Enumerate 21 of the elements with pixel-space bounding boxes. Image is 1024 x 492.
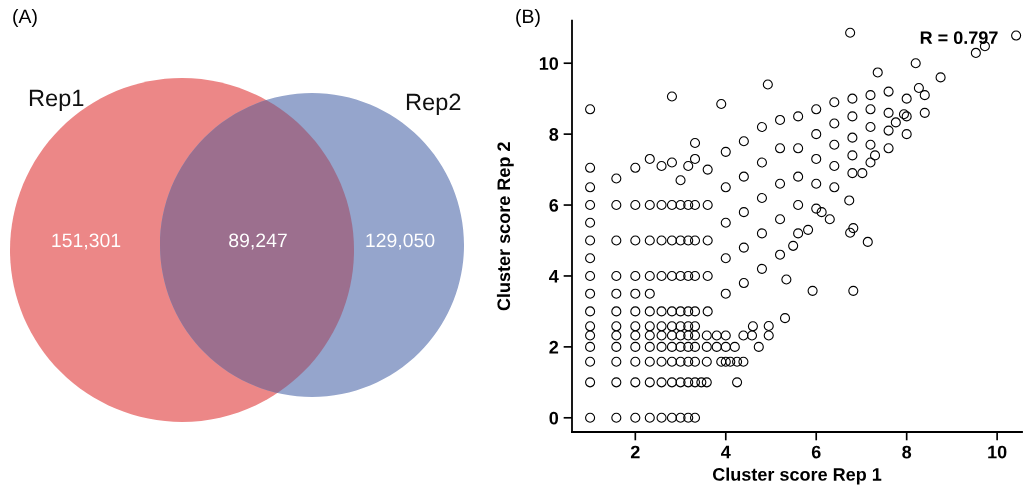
chart-title: (B) [516,8,540,28]
y-tick-label: 8 [549,128,559,141]
category-label: Rep2 [406,93,461,116]
x-tick-label: 8 [902,445,912,459]
y-tick-label: 0 [549,411,559,425]
x-tick-label: 2 [630,445,640,459]
y-tick-label: 2 [549,340,559,354]
x-tick-label: 10 [988,445,1007,459]
x-tick-label: 6 [811,445,821,459]
category-label: Rep1 [29,89,84,112]
y-tick-label: 10 [539,57,559,70]
data-label: 89,247 [229,233,287,250]
x-tick-label: 4 [721,445,731,459]
y-axis-title: Cluster score Rep 2 [496,142,514,311]
y-tick-label: 4 [549,270,559,283]
data-label: 129,050 [366,233,435,250]
y-tick-label: 6 [549,198,559,212]
annotation: R = 0.797 [920,31,998,45]
text: (A) [13,8,37,28]
data-label: 151,301 [52,233,121,250]
x-axis-title: Cluster score Rep 1 [712,467,882,485]
